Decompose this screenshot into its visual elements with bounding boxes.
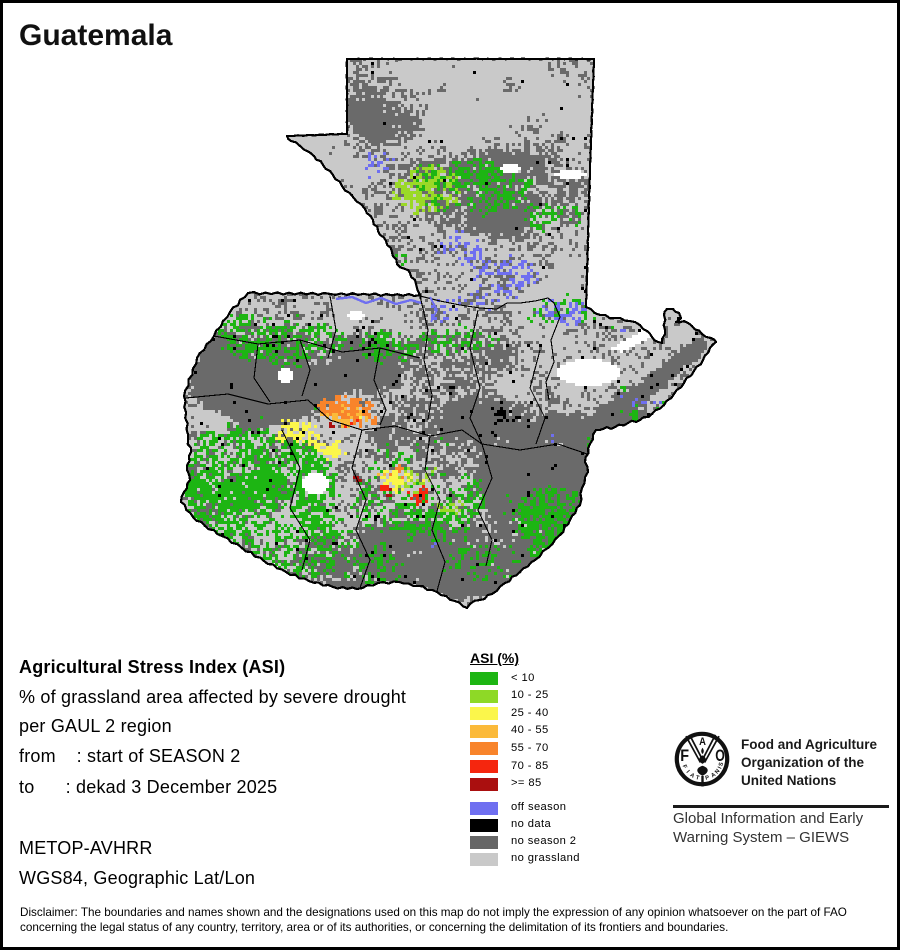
- svg-text:I: I: [717, 766, 723, 771]
- svg-text:O: O: [715, 747, 725, 765]
- svg-text:A: A: [710, 771, 718, 779]
- svg-text:I: I: [685, 770, 691, 775]
- svg-text:N: N: [714, 768, 721, 775]
- svg-text:T: T: [695, 775, 700, 782]
- svg-text:S: S: [718, 762, 725, 767]
- svg-text:A: A: [689, 772, 696, 780]
- svg-text:F: F: [681, 764, 688, 770]
- svg-text:A: A: [699, 736, 706, 748]
- svg-text:F: F: [680, 747, 689, 765]
- svg-text:P: P: [705, 775, 710, 782]
